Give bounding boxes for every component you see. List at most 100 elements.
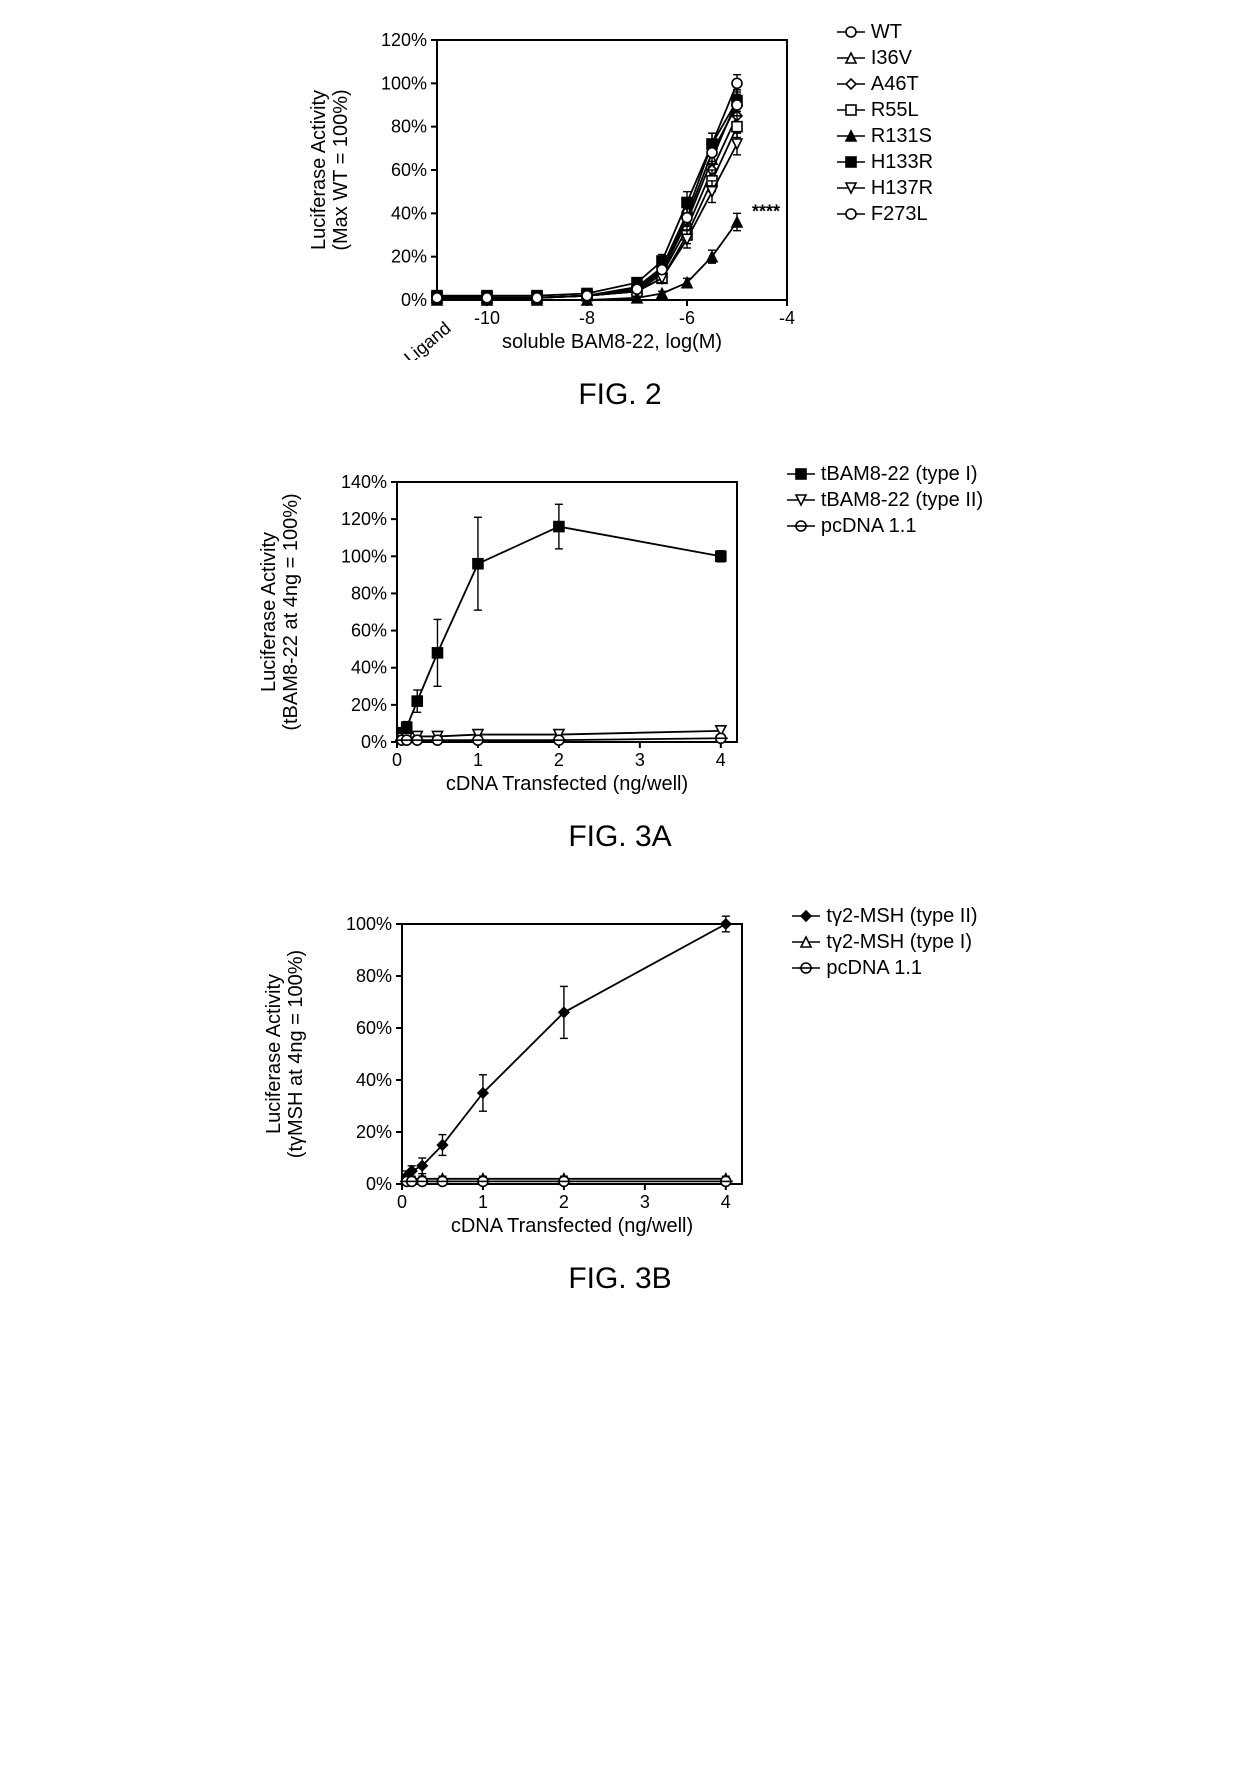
y-axis-label: Luciferase Activity(Max WT = 100%)	[308, 89, 352, 250]
legend-item: I36V	[837, 46, 933, 70]
chart-svg: 0%20%40%60%80%100%120%-10-8-6-4****Lucif…	[307, 20, 827, 360]
legend-label: H133R	[871, 151, 933, 174]
figure-block: 0%20%40%60%80%100%01234Luciferase Activi…	[20, 904, 1220, 1296]
annotation-text: ****	[752, 202, 780, 222]
legend-item: tBAM8-22 (type II)	[787, 488, 983, 512]
legend-label: H137R	[871, 177, 933, 200]
y-tick-label: 80%	[391, 117, 427, 137]
legend-marker-icon	[787, 465, 815, 483]
legend-marker-icon	[837, 127, 865, 145]
x-tick-label: 3	[635, 750, 645, 770]
legend-marker-icon	[837, 179, 865, 197]
y-tick-label: 100%	[381, 73, 427, 93]
y-tick-label: 20%	[391, 247, 427, 267]
chart-row: 0%20%40%60%80%100%01234Luciferase Activi…	[262, 904, 977, 1244]
x-tick-label: -8	[579, 308, 595, 328]
legend-marker-icon	[792, 959, 820, 977]
legend-label: R55L	[871, 99, 919, 122]
y-tick-label: 60%	[356, 1018, 392, 1038]
legend-item: R55L	[837, 98, 933, 122]
chart-row: 0% 20% 40% 60% 80% 100% 120% 140% 0 1 2 3 4 Luciferas…	[257, 462, 983, 802]
x-tick-label: 3	[640, 1192, 650, 1212]
y-tick-label: 120%	[381, 30, 427, 50]
legend-label: I36V	[871, 47, 912, 70]
legend-label: A46T	[871, 73, 919, 96]
x-extra-label: No Ligand	[379, 318, 455, 360]
legend-marker-icon	[787, 491, 815, 509]
y-axis-label: Luciferase Activity(tγMSH at 4ng = 100%)	[263, 950, 307, 1158]
legend-marker-icon	[792, 907, 820, 925]
x-axis-label: cDNA Transfected (ng/well)	[451, 1215, 693, 1237]
x-tick-label: 4	[721, 1192, 731, 1212]
legend-item: WT	[837, 20, 933, 44]
y-tick-label: 0%	[361, 732, 387, 752]
legend-label: pcDNA 1.1	[821, 515, 917, 538]
y-tick-label: 60%	[391, 160, 427, 180]
legend: tγ2-MSH (type II) tγ2-MSH (type I) pcDNA …	[792, 904, 977, 982]
x-tick-label: 0	[392, 750, 402, 770]
y-tick-label: 100%	[346, 914, 392, 934]
series-line	[402, 527, 721, 733]
series-line	[407, 924, 726, 1176]
x-tick-label: 2	[554, 750, 564, 770]
y-tick-label: 140%	[341, 472, 387, 492]
legend-item: F273L	[837, 202, 933, 226]
chart-svg: 0%20%40%60%80%100%01234Luciferase Activi…	[262, 904, 782, 1244]
legend-label: tγ2-MSH (type II)	[826, 905, 977, 928]
legend-item: tγ2-MSH (type II)	[792, 904, 977, 928]
legend-item: H133R	[837, 150, 933, 174]
y-tick-label: 40%	[356, 1070, 392, 1090]
legend-label: F273L	[871, 203, 928, 226]
y-tick-label: 120%	[341, 509, 387, 529]
legend: tBAM8-22 (type I) tBAM8-22 (type II) pcDNA…	[787, 462, 983, 540]
legend-item: R131S	[837, 124, 933, 148]
legend-label: WT	[871, 21, 902, 44]
legend-item: pcDNA 1.1	[792, 956, 977, 980]
figure-block: 0%20%40%60%80%100%120%-10-8-6-4****Lucif…	[20, 20, 1220, 412]
chart-svg: 0% 20% 40% 60% 80% 100% 120% 140% 0 1 2 3 4 Luciferas…	[257, 462, 777, 802]
legend-label: tBAM8-22 (type II)	[821, 489, 983, 512]
legend: WT I36V A46T R55L R131S H133R H137R F273L	[837, 20, 933, 228]
legend-label: pcDNA 1.1	[826, 957, 922, 980]
legend-marker-icon	[837, 23, 865, 41]
x-tick-label: -10	[474, 308, 500, 328]
figure-caption: FIG. 3A	[568, 820, 671, 854]
y-tick-label: 80%	[356, 966, 392, 986]
legend-marker-icon	[837, 205, 865, 223]
x-tick-label: 2	[559, 1192, 569, 1212]
x-tick-label: 1	[473, 750, 483, 770]
legend-marker-icon	[837, 75, 865, 93]
legend-marker-icon	[837, 101, 865, 119]
y-tick-label: 40%	[391, 203, 427, 223]
y-tick-label: 100%	[341, 546, 387, 566]
legend-marker-icon	[787, 517, 815, 535]
legend-marker-icon	[837, 49, 865, 67]
figure-block: 0% 20% 40% 60% 80% 100% 120% 140% 0 1 2 3 4 Luciferas…	[20, 462, 1220, 854]
legend-label: tγ2-MSH (type I)	[826, 931, 972, 954]
legend-item: tγ2-MSH (type I)	[792, 930, 977, 954]
y-tick-label: 80%	[351, 583, 387, 603]
x-axis-label: soluble BAM8-22, log(M)	[502, 331, 722, 353]
y-tick-label: 20%	[351, 695, 387, 715]
x-tick-label: 1	[478, 1192, 488, 1212]
legend-label: tBAM8-22 (type I)	[821, 463, 978, 486]
legend-marker-icon	[792, 933, 820, 951]
figure-caption: FIG. 3B	[568, 1262, 671, 1296]
x-tick-label: 0	[397, 1192, 407, 1212]
y-tick-label: 60%	[351, 621, 387, 641]
chart-row: 0%20%40%60%80%100%120%-10-8-6-4****Lucif…	[307, 20, 933, 360]
figure-caption: FIG. 2	[578, 378, 661, 412]
series-line	[437, 144, 737, 298]
y-tick-label: 40%	[351, 658, 387, 678]
legend-label: R131S	[871, 125, 932, 148]
x-tick-label: 4	[716, 750, 726, 770]
legend-item: H137R	[837, 176, 933, 200]
legend-item: pcDNA 1.1	[787, 514, 983, 538]
legend-item: tBAM8-22 (type I)	[787, 462, 983, 486]
x-axis-label: cDNA Transfected (ng/well)	[446, 773, 688, 795]
legend-item: A46T	[837, 72, 933, 96]
y-axis-label: Luciferase Activity(tBAM8-22 at 4ng = 10…	[258, 493, 302, 730]
y-tick-label: 20%	[356, 1122, 392, 1142]
legend-marker-icon	[837, 153, 865, 171]
y-tick-label: 0%	[401, 290, 427, 310]
